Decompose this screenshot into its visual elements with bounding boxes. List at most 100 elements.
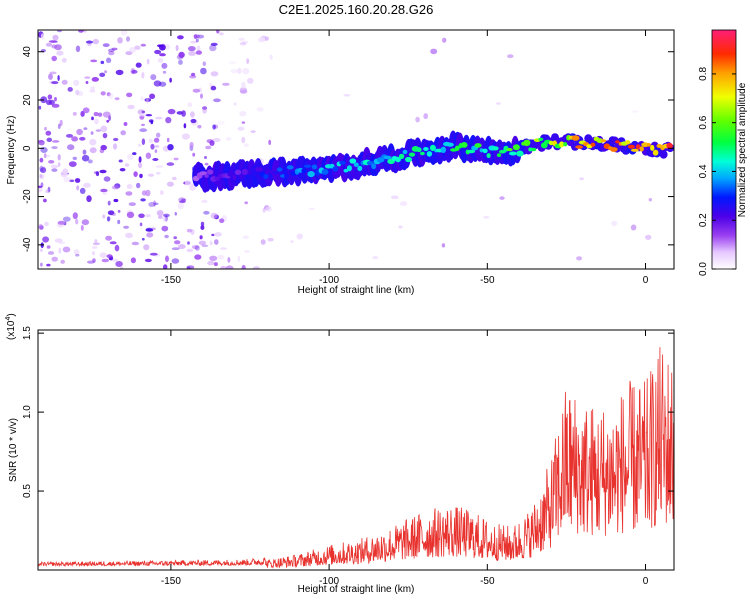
noise-blob: [186, 266, 191, 269]
noise-blob: [209, 240, 213, 246]
noise-blob: [372, 256, 379, 260]
noise-blob: [125, 232, 133, 239]
noise-blob: [78, 30, 84, 33]
noise-blob: [39, 165, 44, 172]
ridge-core: [528, 147, 533, 152]
noise-blob: [210, 212, 218, 219]
noise-blob: [38, 187, 43, 193]
noise-blob: [265, 206, 272, 212]
ridge-core: [286, 165, 294, 170]
noise-blob: [111, 212, 116, 216]
noise-blob: [141, 110, 146, 114]
noise-blob: [136, 182, 141, 189]
noise-blob: [181, 133, 190, 140]
noise-blob: [52, 140, 60, 143]
ridge-core: [639, 146, 644, 152]
noise-blob: [183, 123, 187, 129]
x-tick-label: -100: [319, 576, 339, 587]
noise-blob: [161, 62, 168, 69]
noise-blob: [39, 248, 43, 252]
noise-blob: [75, 253, 80, 257]
noise-blob: [483, 216, 490, 219]
noise-blob: [239, 87, 248, 94]
noise-blob: [91, 251, 95, 256]
ridge-core: [635, 144, 641, 150]
noise-blob: [103, 176, 111, 182]
noise-blob: [144, 258, 152, 263]
noise-blob: [210, 85, 217, 91]
noise-blob: [148, 202, 156, 207]
noise-blob: [166, 162, 175, 166]
y-tick-label: 1.0: [22, 405, 33, 419]
ridge-core: [440, 146, 446, 153]
svg-text:(x104): (x104): [5, 313, 17, 340]
ridge-core: [239, 174, 244, 180]
noise-blob: [199, 235, 203, 240]
noise-blob: [192, 88, 201, 93]
noise-blob: [57, 75, 60, 81]
ridge-core: [538, 137, 544, 141]
noise-blob: [645, 234, 652, 240]
noise-blob: [93, 111, 99, 117]
noise-blob: [86, 195, 92, 203]
noise-blob: [137, 143, 142, 147]
noise-blob: [57, 220, 66, 225]
noise-blob: [131, 69, 138, 74]
noise-blob: [107, 200, 111, 206]
noise-blob: [202, 61, 207, 66]
noise-blob: [194, 254, 202, 260]
noise-blob: [106, 57, 112, 64]
noise-blob: [242, 40, 248, 44]
ridge-core: [559, 141, 565, 148]
noise-blob: [233, 102, 237, 106]
noise-blob: [100, 60, 105, 65]
noise-blob: [105, 235, 112, 241]
noise-blob: [126, 184, 133, 189]
ridge-core: [255, 167, 263, 172]
noise-blob: [46, 245, 51, 249]
noise-blob: [104, 70, 108, 74]
noise-blob: [47, 251, 55, 255]
snr-scale-exponent: 4: [5, 317, 12, 321]
noise-blob: [195, 38, 199, 43]
noise-blob: [190, 40, 198, 44]
ridge-core: [266, 169, 272, 173]
noise-blob: [186, 228, 193, 233]
noise-blob: [181, 198, 187, 202]
ridge-core: [311, 164, 318, 170]
colorbar-tick-label: 0.0: [698, 262, 709, 276]
noise-blob: [184, 180, 192, 186]
noise-blob: [166, 137, 170, 143]
noise-blob: [120, 266, 124, 269]
noise-blob: [140, 198, 146, 202]
noise-blob: [200, 67, 207, 75]
ridge-core: [429, 144, 436, 151]
x-tick-label: -50: [480, 275, 495, 286]
noise-blob: [40, 167, 47, 174]
ridge-core: [666, 142, 673, 149]
noise-blob: [124, 163, 130, 167]
noise-blob: [423, 113, 429, 120]
noise-blob: [126, 92, 133, 98]
noise-blob: [123, 225, 129, 229]
noise-blob: [58, 241, 66, 245]
noise-blob: [220, 247, 227, 250]
noise-blob: [237, 255, 241, 262]
noise-blob: [61, 57, 67, 63]
snr-y-ticks: 0.5 1.0 1.5: [22, 326, 674, 498]
noise-blob: [121, 30, 128, 36]
x-tick-label: -150: [161, 576, 181, 587]
ridge-core: [204, 174, 209, 178]
x-tick-label: -100: [319, 275, 339, 286]
noise-blob: [390, 195, 399, 200]
noise-blob: [173, 157, 179, 161]
noise-blob: [191, 245, 199, 250]
noise-blob: [157, 58, 164, 63]
noise-blob: [39, 174, 43, 178]
x-tick-label: -50: [480, 576, 495, 587]
ridge-core: [321, 169, 329, 175]
noise-blob: [109, 241, 117, 245]
noise-blob: [95, 171, 100, 177]
noise-blob: [139, 222, 143, 227]
